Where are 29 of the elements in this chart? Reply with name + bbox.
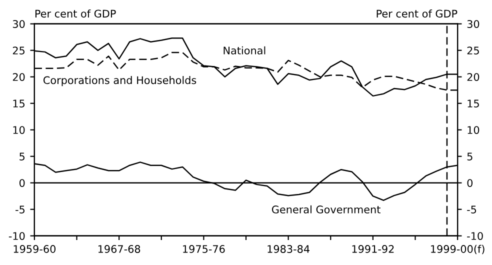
y-tick-label: 20 bbox=[12, 73, 25, 81]
x-tick-label: 1983-84 bbox=[268, 245, 310, 253]
x-tick-label: 1991-92 bbox=[352, 245, 394, 253]
x-tick-label: 1999-00(f) bbox=[431, 244, 484, 254]
y2-tick-label: 5 bbox=[467, 152, 472, 160]
series-label: National bbox=[224, 46, 266, 54]
y2-tick-label: 25 bbox=[467, 46, 479, 54]
y-tick-label: 15 bbox=[13, 100, 24, 108]
y2-tick-label: 20 bbox=[467, 73, 480, 81]
y2-tick-label: 0 bbox=[467, 179, 473, 187]
y2-tick-label: 10 bbox=[468, 126, 480, 134]
y-tick-label: 10 bbox=[13, 126, 25, 134]
y2-axis-title: Per cent of GDP bbox=[376, 10, 458, 18]
x-tick-label: 1975-76 bbox=[183, 245, 225, 253]
y-tick-label: -10 bbox=[8, 232, 25, 240]
y-tick-label: -5 bbox=[16, 206, 25, 214]
y-tick-label: 0 bbox=[19, 179, 25, 187]
y-axis-title: Per cent of GDP bbox=[35, 10, 116, 18]
series-label: General Government bbox=[272, 205, 380, 214]
y-tick-label: 25 bbox=[12, 46, 24, 54]
x-tick-label: 1959-60 bbox=[14, 245, 56, 253]
y2-tick-label: 30 bbox=[467, 20, 480, 28]
y-tick-label: 30 bbox=[12, 20, 25, 28]
y2-tick-label: -10 bbox=[467, 232, 483, 240]
y-tick-label: 5 bbox=[20, 152, 24, 160]
series-label: Corporations and Households bbox=[43, 76, 196, 86]
y2-tick-label: 15 bbox=[468, 100, 479, 108]
x-tick-label: 1967-68 bbox=[98, 245, 140, 253]
y2-tick-label: -5 bbox=[467, 206, 476, 214]
